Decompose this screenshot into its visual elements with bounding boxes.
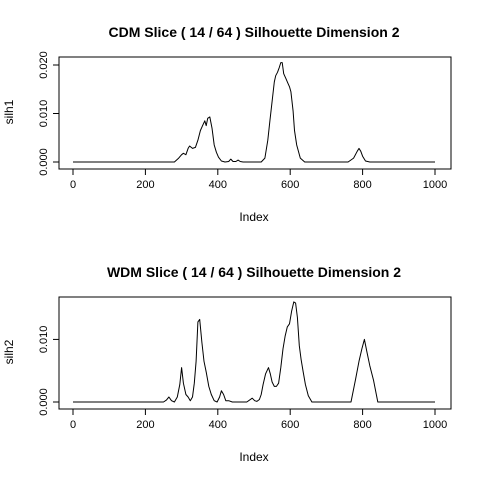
wdm-x-tick-label: 1000 (423, 419, 447, 431)
cdm-panel: CDM Slice ( 14 / 64 ) Silhouette Dimensi… (2, 24, 452, 224)
wdm-x-tick-label: 400 (209, 419, 227, 431)
wdm-series-line (73, 301, 435, 403)
cdm-y-axis-label: silh1 (2, 99, 16, 124)
cdm-x-tick-label: 400 (209, 179, 227, 191)
cdm-x-axis: 0 200 400 600 800 1000 (70, 168, 447, 191)
wdm-y-tick-label: 0.010 (38, 326, 50, 354)
cdm-y-tick-label: 0.000 (38, 148, 50, 176)
cdm-plot-frame (58, 56, 452, 170)
cdm-y-tick-label: 0.020 (38, 51, 50, 79)
cdm-chart-title: CDM Slice ( 14 / 64 ) Silhouette Dimensi… (109, 24, 400, 40)
cdm-x-tick-label: 800 (353, 179, 371, 191)
wdm-x-axis-label: Index (239, 450, 268, 464)
cdm-x-tick-label: 0 (70, 179, 76, 191)
cdm-x-tick-label: 200 (136, 179, 154, 191)
wdm-y-axis-label: silh2 (2, 339, 16, 364)
wdm-x-tick-label: 200 (136, 419, 154, 431)
wdm-x-tick-label: 0 (70, 419, 76, 431)
cdm-y-axis: 0.000 0.010 0.020 (38, 51, 60, 176)
wdm-y-tick-label: 0.000 (38, 388, 50, 416)
wdm-plot-frame (58, 296, 452, 410)
wdm-chart-title: WDM Slice ( 14 / 64 ) Silhouette Dimensi… (107, 264, 401, 280)
wdm-x-tick-label: 800 (353, 419, 371, 431)
wdm-panel: WDM Slice ( 14 / 64 ) Silhouette Dimensi… (2, 264, 452, 464)
wdm-x-axis: 0 200 400 600 800 1000 (70, 408, 447, 431)
cdm-series-line (73, 62, 435, 163)
cdm-x-tick-label: 600 (281, 179, 299, 191)
cdm-x-tick-label: 1000 (423, 179, 447, 191)
cdm-x-axis-label: Index (239, 210, 268, 224)
cdm-y-tick-label: 0.010 (38, 100, 50, 128)
wdm-y-axis: 0.000 0.010 (38, 326, 60, 416)
wdm-x-tick-label: 600 (281, 419, 299, 431)
